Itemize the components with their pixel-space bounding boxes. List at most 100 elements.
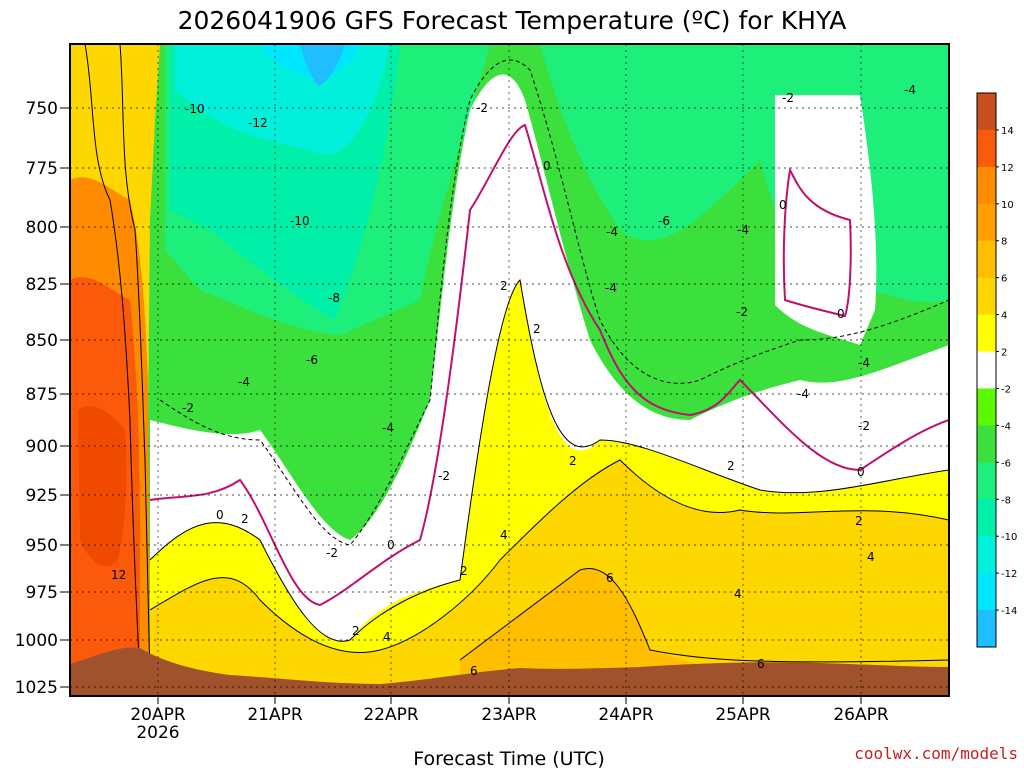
contour-label: 2 xyxy=(460,564,468,578)
contour-label: 0 xyxy=(857,465,865,479)
x-tick-label: 24APR xyxy=(598,705,654,725)
x-tick-label: 26APR xyxy=(833,705,889,725)
isotherm-warm-1 xyxy=(84,44,141,681)
colorbar-label: 6 xyxy=(1001,274,1007,285)
field-warmer xyxy=(150,460,949,696)
y-tick-label: 925 xyxy=(26,486,58,506)
y-tick-label: 750 xyxy=(26,99,58,119)
isotherm-pos6 xyxy=(459,568,949,663)
colorbar-swatch xyxy=(977,536,996,574)
colorbar-label: 8 xyxy=(1001,237,1007,248)
contour-label: -4 xyxy=(858,356,870,370)
x-tick-label: 20APR xyxy=(130,705,186,725)
y-tick-label: 950 xyxy=(26,536,58,556)
colorbar-swatch xyxy=(977,610,996,648)
colorbar-label: 2 xyxy=(1001,348,1007,359)
contour-label: 2 xyxy=(533,322,541,336)
colorbar-swatch xyxy=(977,240,996,279)
contour-label: -4 xyxy=(382,421,394,435)
colorbar-label: -4 xyxy=(1001,421,1011,432)
contour-label: -2 xyxy=(858,419,870,433)
contour-labels: -10 -12 -10 -8 -6 -4 -2 0 2 2 4 -2 -4 -2… xyxy=(111,83,916,678)
colorbar-label: -6 xyxy=(1001,458,1011,469)
contour-label: 2 xyxy=(569,454,577,468)
colorbar-swatch xyxy=(977,425,996,463)
colorbar-swatch xyxy=(977,314,996,353)
contour-label: -4 xyxy=(737,223,749,237)
zero-isotherm xyxy=(149,123,949,607)
field-hot-core xyxy=(78,406,127,567)
colorbar-swatch xyxy=(977,462,996,500)
x-grid xyxy=(157,44,862,696)
colorbar-label: 10 xyxy=(1001,200,1014,211)
x-tick-label: 23APR xyxy=(481,705,537,725)
contour-label: 4 xyxy=(383,630,391,644)
contour-label: -8 xyxy=(328,291,340,305)
field-warmest-pocket xyxy=(460,568,760,696)
colorbar-swatch xyxy=(977,203,996,242)
y-axis: 750 775 800 825 850 875 900 925 950 975 … xyxy=(15,99,70,698)
colorbar-frame xyxy=(976,92,997,648)
y-tick-label: 775 xyxy=(26,159,58,179)
colorbar-label: 12 xyxy=(1001,163,1014,174)
credit-link[interactable]: coolwx.com/models xyxy=(854,744,1018,763)
colorbar: 14 12 10 8 6 4 2 -2 -4 -6 -8 -10 -12 -14 xyxy=(976,92,1017,648)
colorbar-label: -10 xyxy=(1001,532,1017,543)
x-tick-sublabel: 2026 xyxy=(136,723,179,743)
colorbar-swatch xyxy=(977,277,996,316)
colorbar-swatch xyxy=(977,388,996,426)
contour-label: -10 xyxy=(290,214,310,228)
contour-label: -10 xyxy=(185,102,205,116)
isotherm-neg2 xyxy=(159,59,949,546)
colorbar-label: -8 xyxy=(1001,495,1011,506)
contour-label: 2 xyxy=(500,279,508,293)
contour-label: 2 xyxy=(855,514,863,528)
contour-label: -2 xyxy=(736,305,748,319)
contour-label: 2 xyxy=(241,512,249,526)
contour-label: -2 xyxy=(476,101,488,115)
contour-label: 4 xyxy=(500,528,508,542)
colorbar-swatch xyxy=(977,129,996,168)
contour-label: -2 xyxy=(782,91,794,105)
contour-label: -2 xyxy=(438,469,450,483)
y-tick-label: 850 xyxy=(26,331,58,351)
colorbar-swatch xyxy=(977,573,996,611)
colorbar-swatch xyxy=(977,93,996,131)
y-tick-label: 875 xyxy=(26,385,58,405)
contour-label: 0 xyxy=(387,538,395,552)
contour-label: 0 xyxy=(779,198,787,212)
contour-label: 4 xyxy=(734,587,742,601)
contour-label: -4 xyxy=(605,281,617,295)
isotherm-pos4 xyxy=(149,459,949,654)
y-tick-label: 975 xyxy=(26,583,58,603)
ground xyxy=(70,647,949,696)
colorbar-label: -14 xyxy=(1001,606,1017,617)
x-tick-label: 22APR xyxy=(363,705,419,725)
colorbar-label: -12 xyxy=(1001,569,1017,580)
contour-label: -6 xyxy=(306,353,318,367)
contour-label: -4 xyxy=(797,387,809,401)
colorbar-label: 14 xyxy=(1001,126,1014,137)
x-tick-label: 25APR xyxy=(715,705,771,725)
chart-title: 2026041906 GFS Forecast Temperature (ºC)… xyxy=(178,6,847,35)
colorbar-label: 4 xyxy=(1001,311,1007,322)
x-tick-label: 21APR xyxy=(247,705,303,725)
contour-label: 12 xyxy=(111,568,126,582)
isotherm-warm-2 xyxy=(119,44,151,681)
y-tick-label: 900 xyxy=(26,437,58,457)
isotherm-pos2 xyxy=(149,278,949,642)
contour-label: 6 xyxy=(606,571,614,585)
contour-label: -4 xyxy=(238,375,250,389)
colorbar-swatch xyxy=(977,166,996,205)
contour-label: -2 xyxy=(182,401,194,415)
y-tick-label: 825 xyxy=(26,275,58,295)
contour-label: -4 xyxy=(606,225,618,239)
contour-label: -4 xyxy=(904,83,916,97)
contour-label: 6 xyxy=(757,657,765,671)
contour-label: -12 xyxy=(248,116,268,130)
zero-isotherm-loop xyxy=(782,166,852,318)
field-pocket-coldest xyxy=(300,44,345,86)
contour-label: 4 xyxy=(867,550,875,564)
contour-label: 6 xyxy=(470,664,478,678)
